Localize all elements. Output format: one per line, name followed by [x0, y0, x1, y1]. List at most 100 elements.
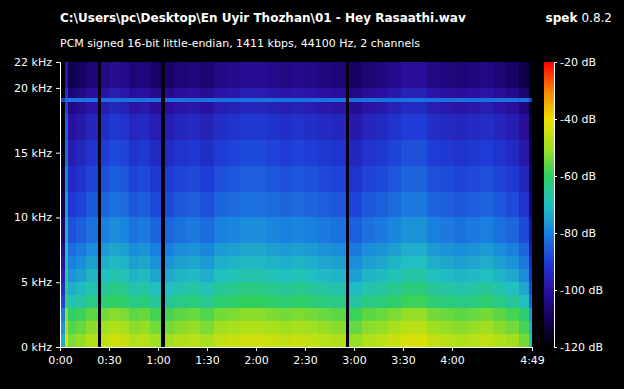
cell	[68, 166, 76, 192]
cell	[240, 282, 253, 295]
cell	[506, 334, 519, 347]
cell	[427, 140, 440, 166]
cell	[454, 321, 467, 334]
cell	[529, 256, 532, 269]
cell	[266, 295, 279, 308]
cell	[331, 282, 346, 295]
cell	[150, 243, 161, 256]
cell	[454, 269, 467, 282]
cell	[279, 166, 292, 192]
cell	[349, 102, 362, 114]
tick: 15 kHz	[14, 147, 60, 160]
tick-label: 15 kHz	[14, 147, 52, 160]
cell	[227, 166, 240, 192]
cell	[493, 269, 506, 282]
cell	[200, 334, 213, 347]
tick-mark	[554, 347, 557, 348]
cell	[331, 321, 346, 334]
cell	[165, 217, 175, 243]
cell	[375, 114, 388, 140]
cell	[129, 102, 139, 114]
cell	[161, 295, 164, 308]
tick-label: 5 kHz	[21, 276, 52, 289]
cell	[214, 192, 227, 218]
cell	[346, 62, 349, 88]
cell	[467, 166, 480, 192]
cell	[266, 192, 279, 218]
cell	[65, 140, 68, 166]
cell	[68, 140, 76, 166]
cell	[214, 62, 227, 88]
cell	[76, 102, 86, 114]
cell	[401, 166, 414, 192]
cell	[165, 269, 175, 282]
cell	[331, 102, 346, 114]
cell	[346, 192, 349, 218]
cell	[279, 62, 292, 88]
cell	[119, 62, 129, 88]
tick: 22 kHz	[14, 56, 60, 69]
cell	[467, 98, 480, 102]
cell	[305, 114, 318, 140]
cell	[362, 282, 375, 295]
cell	[529, 98, 532, 102]
cell	[174, 114, 187, 140]
cell	[401, 282, 414, 295]
tick-mark	[158, 347, 159, 351]
cell	[388, 308, 401, 321]
cell	[331, 114, 346, 140]
cell	[506, 102, 519, 114]
cell	[388, 321, 401, 334]
cell	[240, 102, 253, 114]
cell	[292, 282, 305, 295]
cell	[129, 217, 139, 243]
cell	[138, 217, 149, 243]
cell	[214, 282, 227, 295]
cell	[493, 321, 506, 334]
cell	[441, 98, 454, 102]
cell	[86, 192, 97, 218]
cell	[529, 62, 532, 88]
cell	[86, 217, 97, 243]
cell	[388, 102, 401, 114]
cell	[161, 334, 164, 347]
cell	[427, 308, 440, 321]
cell	[65, 295, 68, 308]
cell	[165, 88, 175, 98]
tick-label: -20 dB	[560, 56, 596, 69]
cell	[138, 282, 149, 295]
cell	[388, 62, 401, 88]
cell	[349, 62, 362, 88]
cell	[174, 243, 187, 256]
cell	[493, 217, 506, 243]
cell	[388, 98, 401, 102]
cell	[519, 217, 529, 243]
cell	[253, 62, 266, 88]
cell	[253, 102, 266, 114]
cell	[506, 256, 519, 269]
cell	[493, 62, 506, 88]
cell	[346, 321, 349, 334]
cell	[480, 88, 493, 98]
cell	[109, 308, 119, 321]
cell	[68, 217, 76, 243]
cell	[98, 140, 101, 166]
cell	[529, 269, 532, 282]
cell	[493, 282, 506, 295]
cell	[318, 62, 331, 88]
cell	[454, 217, 467, 243]
cell	[119, 256, 129, 269]
cell	[388, 295, 401, 308]
cell	[101, 334, 109, 347]
tick: 0:30	[97, 347, 122, 367]
cell	[187, 98, 200, 102]
cell	[506, 166, 519, 192]
cell	[331, 308, 346, 321]
cell	[388, 192, 401, 218]
cell	[227, 98, 240, 102]
cell	[165, 256, 175, 269]
cell	[266, 243, 279, 256]
cell	[467, 308, 480, 321]
colorbar	[544, 62, 554, 347]
cell	[109, 140, 119, 166]
